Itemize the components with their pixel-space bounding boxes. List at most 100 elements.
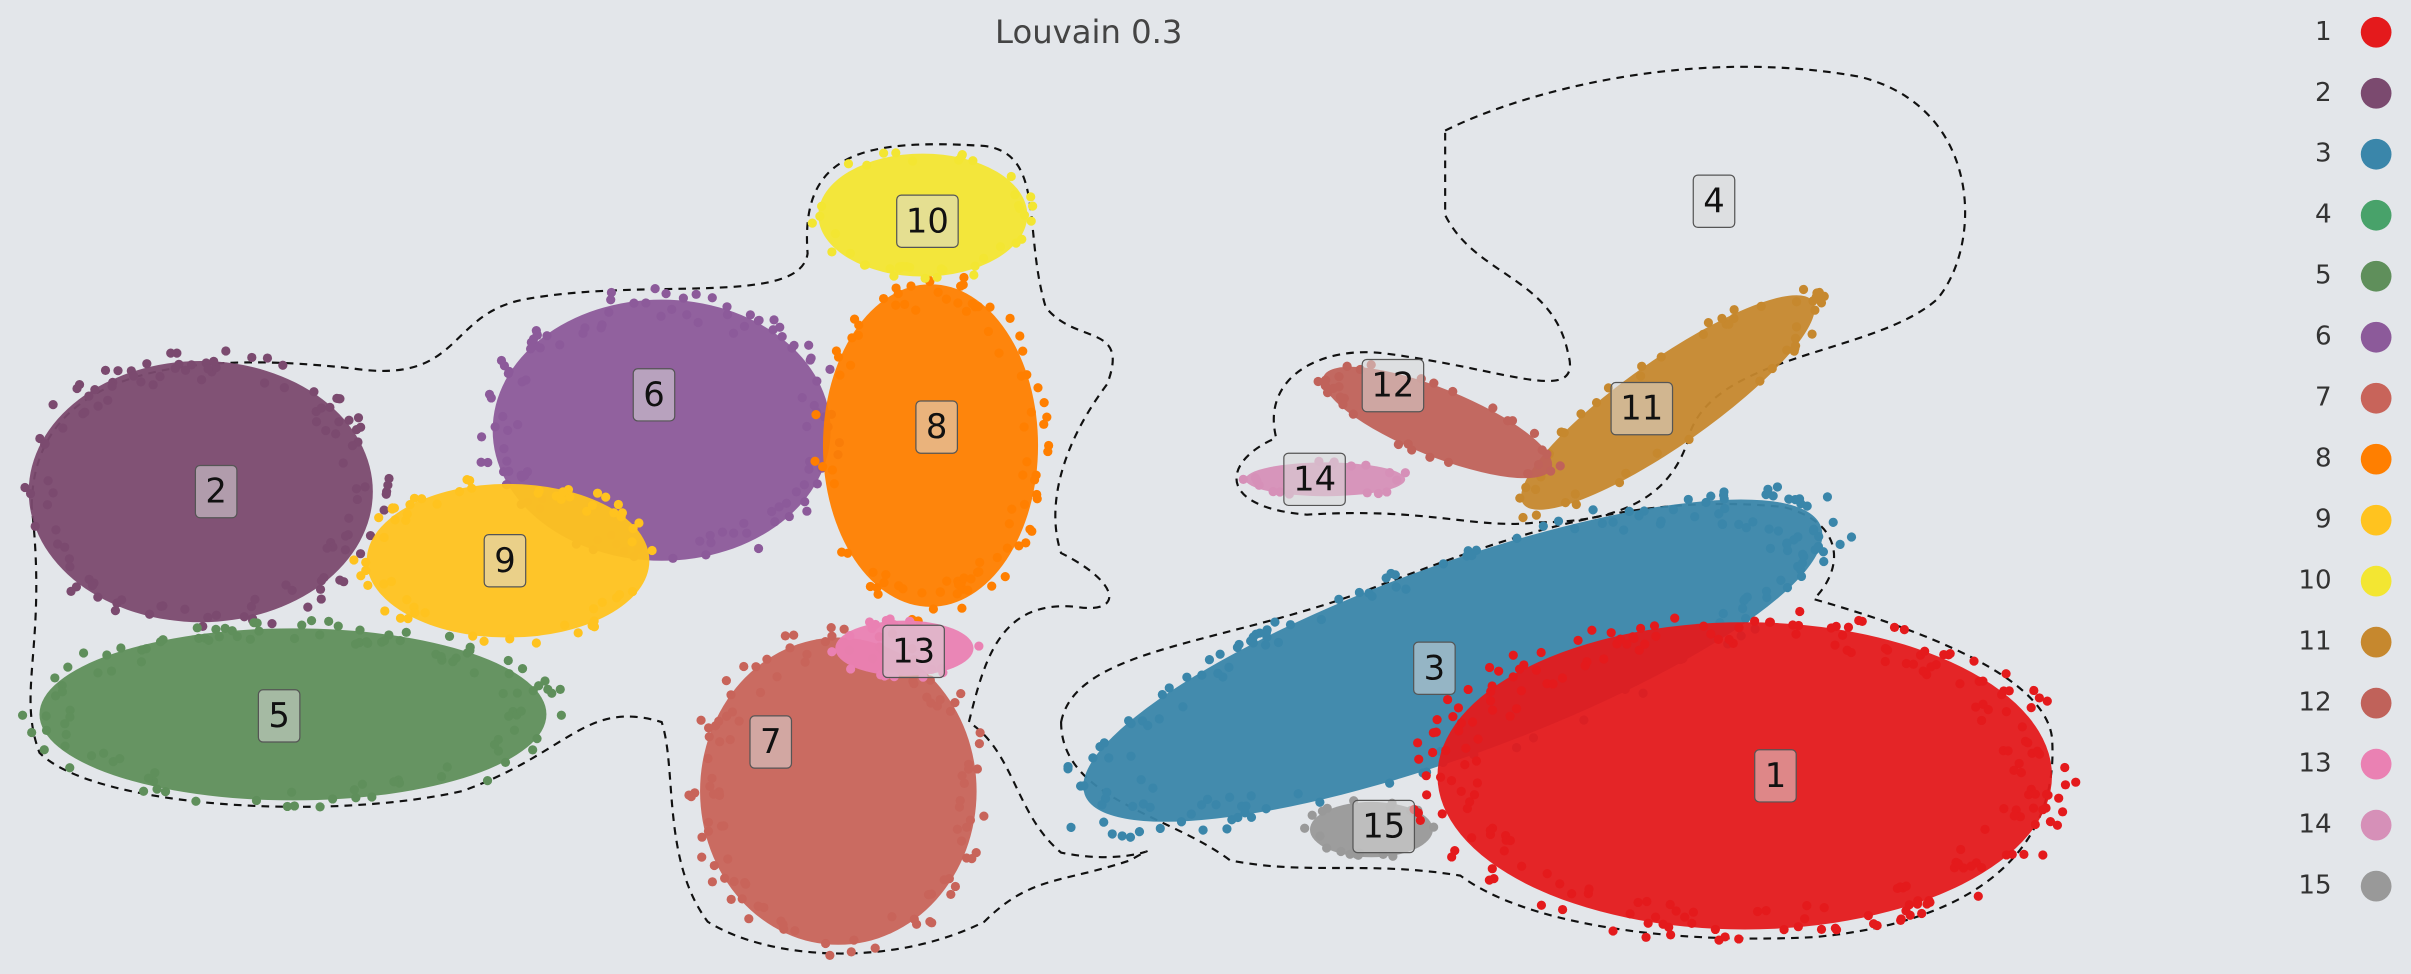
cluster-point <box>403 614 413 624</box>
cluster-point <box>1599 654 1609 664</box>
cluster-point <box>1761 586 1772 596</box>
cluster-point <box>303 602 313 612</box>
cluster-point <box>706 538 716 548</box>
cluster-point <box>1225 792 1235 802</box>
cluster-point <box>389 777 399 787</box>
cluster-label-box <box>882 624 945 679</box>
cluster-point <box>964 759 974 769</box>
cluster-point <box>540 676 550 686</box>
cluster-point <box>1453 703 1464 713</box>
cluster-point <box>1750 616 1760 626</box>
cluster-point <box>953 298 963 308</box>
cluster-label-box <box>1754 749 1797 803</box>
cluster-point <box>1015 331 1025 341</box>
cluster-point <box>650 284 660 294</box>
cluster-point <box>1665 899 1675 910</box>
cluster-point <box>1966 861 1976 871</box>
cluster-point <box>367 792 377 802</box>
cluster-point <box>517 377 527 387</box>
cluster-point <box>2026 702 2036 713</box>
cluster-point <box>596 323 606 333</box>
cluster-point <box>958 280 968 290</box>
cluster-point <box>444 631 455 641</box>
cluster-point <box>1143 720 1153 731</box>
cluster-point <box>616 512 626 522</box>
cluster-point <box>93 668 103 678</box>
cluster-point <box>1625 909 1635 919</box>
cluster-point <box>1066 822 1076 832</box>
cluster-point <box>1831 925 1842 935</box>
cluster-point <box>504 669 514 679</box>
cluster-point <box>380 606 390 616</box>
cluster-point <box>490 422 500 432</box>
cluster-point <box>1714 935 1724 945</box>
cluster-point <box>979 253 989 263</box>
cluster-point <box>1429 822 1439 832</box>
cluster-point <box>1720 503 1730 514</box>
cluster-point <box>1818 547 1829 557</box>
cluster-point <box>1441 745 1451 756</box>
cluster-point <box>267 618 277 629</box>
cluster-point <box>720 873 730 883</box>
cluster-point <box>849 935 859 945</box>
cluster-point <box>489 740 500 750</box>
cluster-point <box>1812 288 1822 298</box>
cluster-point <box>64 554 74 564</box>
legend-swatch <box>2360 382 2392 414</box>
cluster-point <box>1690 512 1700 522</box>
cluster-point <box>535 343 545 353</box>
cluster-point <box>656 311 666 321</box>
cluster-point <box>349 785 359 795</box>
cluster-point <box>703 817 714 827</box>
cluster-point <box>710 721 721 731</box>
cluster-point <box>402 595 412 605</box>
cluster-point <box>1614 478 1625 488</box>
cluster-point <box>220 623 230 634</box>
cluster-point <box>203 364 213 374</box>
cluster-point <box>410 608 420 618</box>
cluster-point <box>1019 422 1029 432</box>
cluster-point <box>1435 772 1446 782</box>
cluster-point <box>1997 689 2007 700</box>
cluster-point <box>30 521 40 531</box>
cluster-point <box>1467 550 1477 561</box>
cluster-point <box>1472 778 1482 788</box>
cluster-point <box>573 628 583 638</box>
cluster-point <box>279 382 289 393</box>
cluster-point <box>1729 305 1739 315</box>
cluster-point <box>247 352 257 363</box>
cluster-label-box <box>1283 452 1346 507</box>
cluster-point <box>110 606 121 616</box>
cluster-point <box>1796 571 1807 582</box>
cluster-point <box>1740 594 1750 604</box>
cluster-point <box>1107 829 1117 839</box>
cluster-point <box>1576 409 1586 419</box>
cluster-point <box>129 371 139 381</box>
cluster-point <box>102 650 112 660</box>
cluster-point <box>315 802 325 812</box>
cluster-point <box>1307 810 1317 820</box>
cluster-point <box>2014 758 2024 769</box>
cluster-point <box>352 494 362 505</box>
cluster-point <box>484 389 495 400</box>
cluster-point <box>100 365 111 375</box>
cluster-point <box>1006 171 1016 182</box>
cluster-point <box>39 745 49 755</box>
legend-swatch <box>2360 809 2392 841</box>
cluster-point <box>1202 794 1213 804</box>
cluster-label: 4 <box>1703 181 1725 220</box>
cluster-point <box>340 531 351 541</box>
cluster-point <box>1591 398 1602 408</box>
cluster-label-box <box>1692 174 1736 228</box>
cluster-point <box>1005 313 1015 323</box>
cluster-point <box>1842 645 1852 655</box>
cluster-point <box>742 528 752 538</box>
cluster-point <box>682 310 692 320</box>
cluster-point <box>1246 791 1256 801</box>
cluster-point <box>1533 459 1544 470</box>
cluster-point <box>1802 501 1812 511</box>
cluster-point <box>1261 804 1271 814</box>
cluster-point <box>379 505 389 515</box>
cluster-point <box>833 352 844 362</box>
